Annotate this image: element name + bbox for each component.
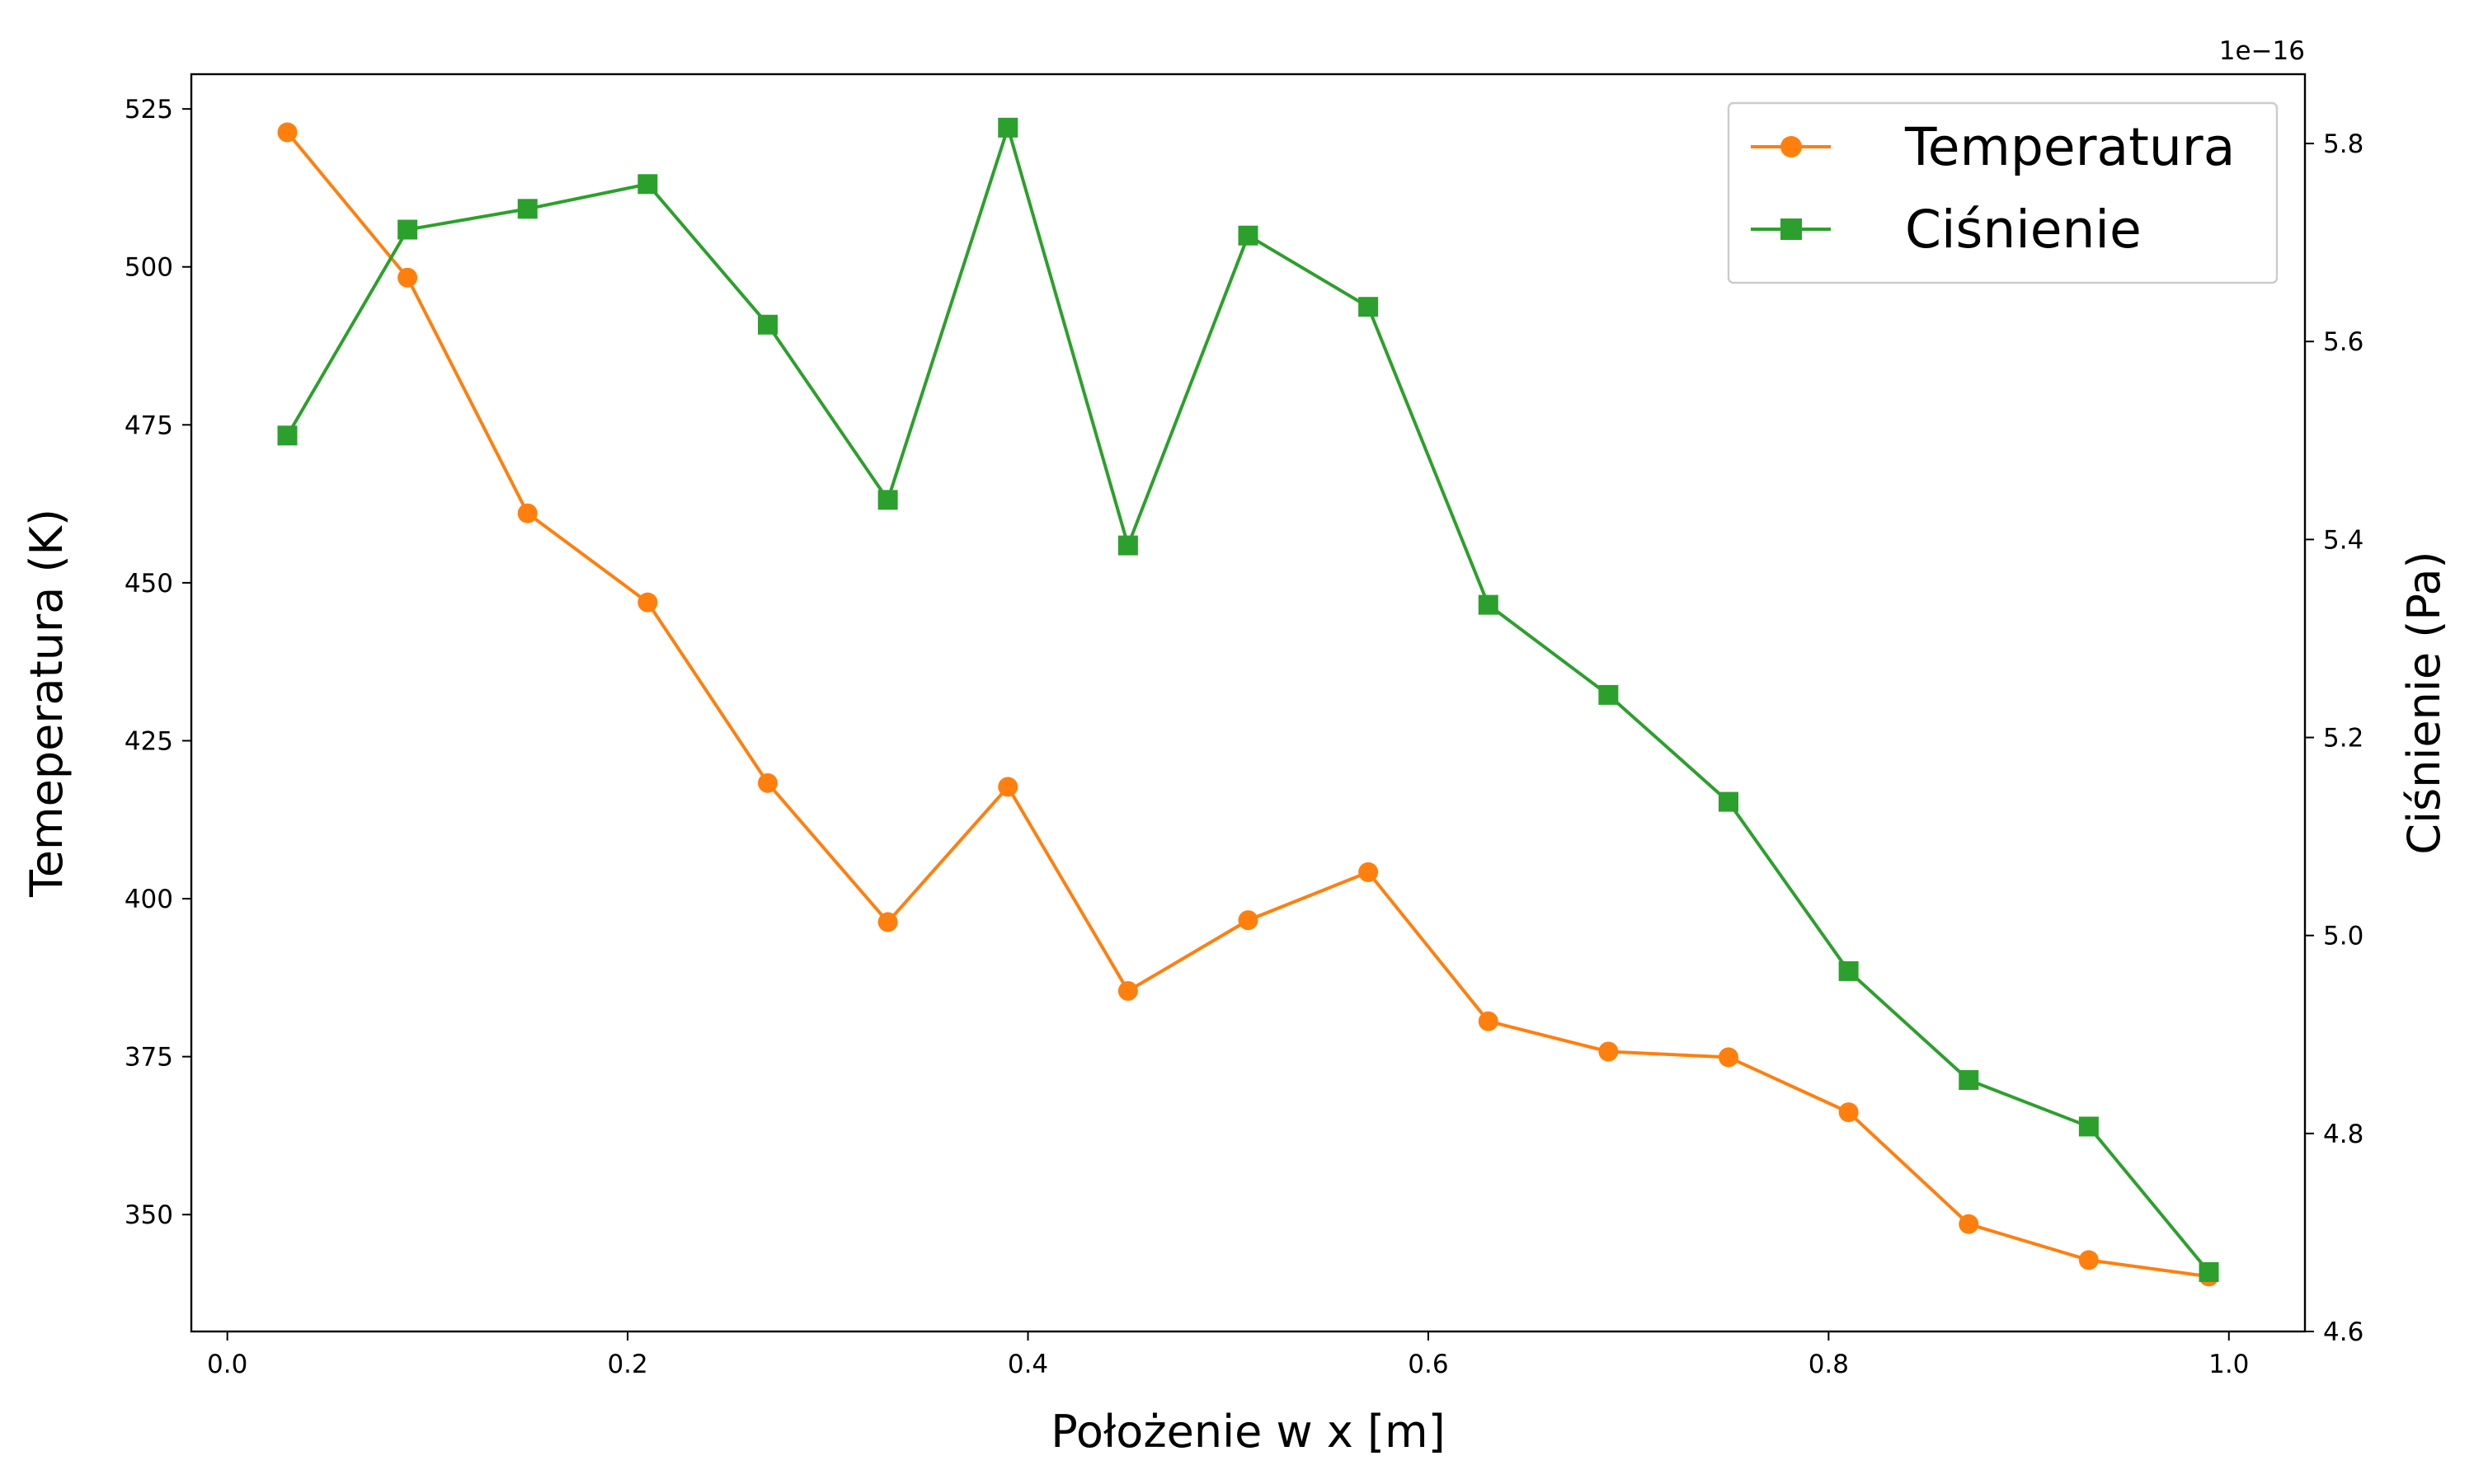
data-point-cisnienie — [517, 199, 538, 219]
legend-label-temperatura: Temperatura — [1904, 117, 2235, 177]
data-point-temperatura — [637, 592, 658, 613]
y-axis-right-offset-text: 1e−16 — [2219, 36, 2305, 66]
data-point-cisnienie — [1719, 791, 1738, 812]
data-point-cisnienie — [758, 314, 778, 335]
x-tick-label: 0.8 — [1808, 1350, 1849, 1379]
y-left-tick-label: 450 — [125, 569, 173, 599]
y-left-tick-label: 400 — [125, 885, 173, 914]
data-point-temperatura — [517, 503, 538, 524]
legend-box — [1727, 101, 2279, 284]
data-point-cisnienie — [637, 174, 658, 195]
data-point-cisnienie — [1238, 225, 1258, 246]
data-point-temperatura — [758, 773, 778, 793]
y-axis-right-title: Ciśnienie (Pa) — [2398, 551, 2450, 854]
y-left-tick-label: 525 — [125, 95, 173, 124]
y-right-tick-label: 5.0 — [2323, 922, 2363, 951]
legend-marker-temperatura — [1780, 136, 1802, 157]
plot-frame — [190, 73, 2307, 1333]
y-left-tick-label: 475 — [125, 411, 173, 440]
data-point-temperatura — [1719, 1047, 1738, 1068]
x-tick-label: 0.0 — [207, 1350, 247, 1379]
y-right-tick-label: 5.8 — [2323, 129, 2363, 159]
data-point-cisnienie — [877, 490, 898, 510]
y-right-tick-label: 4.8 — [2323, 1120, 2363, 1149]
data-point-cisnienie — [2199, 1261, 2219, 1282]
data-point-cisnienie — [1838, 960, 1859, 981]
y-right-tick-label: 4.6 — [2323, 1317, 2363, 1347]
data-point-cisnienie — [1478, 594, 1498, 615]
x-tick-label: 0.2 — [607, 1350, 647, 1379]
data-point-temperatura — [877, 912, 898, 932]
data-point-temperatura — [1598, 1041, 1619, 1062]
data-point-temperatura — [1959, 1214, 1979, 1234]
y-axis-left: 350 375 400 425 450 475 500 525 — [125, 95, 191, 1230]
y-right-tick-label: 5.4 — [2323, 525, 2363, 555]
data-point-temperatura — [998, 777, 1018, 797]
legend-marker-cisnienie — [1780, 218, 1802, 240]
data-point-temperatura — [2078, 1250, 2099, 1270]
legend-label-cisnienie: Ciśnienie — [1905, 200, 2142, 260]
y-axis-left-title: Temeperatura (K) — [21, 509, 73, 898]
data-point-cisnienie — [277, 425, 298, 446]
x-tick-label: 1.0 — [2208, 1350, 2249, 1379]
data-point-temperatura — [1238, 910, 1258, 931]
data-point-temperatura — [1478, 1011, 1498, 1031]
data-point-cisnienie — [397, 219, 418, 240]
data-point-cisnienie — [998, 117, 1018, 138]
x-axis: 0.0 0.2 0.4 0.6 0.8 1.0 — [207, 1331, 2249, 1379]
y-left-tick-label: 350 — [125, 1200, 173, 1230]
y-left-tick-label: 425 — [125, 726, 173, 756]
x-axis-title: Położenie w x [m] — [1051, 1406, 1445, 1458]
data-point-cisnienie — [1358, 297, 1379, 317]
data-point-temperatura — [1358, 862, 1379, 882]
data-point-cisnienie — [1117, 535, 1138, 556]
data-point-temperatura — [1117, 980, 1138, 1001]
data-point-cisnienie — [1598, 684, 1619, 705]
data-point-temperatura — [277, 122, 298, 143]
x-tick-label: 0.6 — [1408, 1350, 1448, 1379]
data-point-temperatura — [1838, 1102, 1859, 1123]
data-point-cisnienie — [1959, 1070, 1979, 1090]
x-tick-label: 0.4 — [1008, 1350, 1048, 1379]
series-layer — [277, 117, 2219, 1287]
y-right-tick-label: 5.6 — [2323, 327, 2363, 357]
y-right-tick-label: 5.2 — [2323, 724, 2363, 754]
y-left-tick-label: 375 — [125, 1043, 173, 1073]
legend: Temperatura Ciśnienie — [1727, 101, 2279, 284]
data-point-temperatura — [397, 267, 418, 288]
y-axis-right: 4.6 4.8 5.0 5.2 5.4 5.6 5.8 — [2305, 129, 2363, 1347]
data-point-cisnienie — [2078, 1116, 2099, 1137]
y-left-tick-label: 500 — [125, 253, 173, 283]
